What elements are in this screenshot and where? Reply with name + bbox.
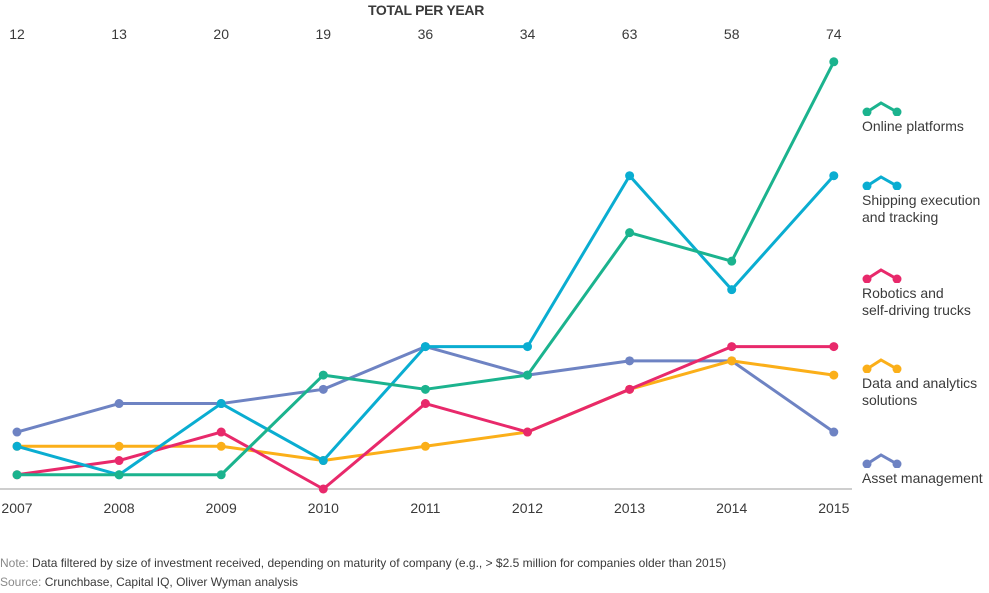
data-point [625, 384, 635, 394]
data-point [114, 456, 124, 466]
total-value: 63 [622, 26, 638, 42]
legend-label: Data and analytics solutions [862, 375, 978, 408]
data-point [114, 470, 124, 480]
legend-swatch [866, 453, 898, 466]
data-point [216, 441, 226, 451]
data-point [727, 356, 737, 366]
legend-line-icon [862, 358, 902, 373]
data-point [420, 399, 430, 409]
legend-swatch [866, 101, 898, 114]
legend-swatch [866, 358, 898, 371]
series-online-platforms [12, 57, 839, 480]
data-point [829, 171, 839, 181]
data-point [216, 399, 226, 409]
legend-item-data-analytics: Data and analytics solutions [862, 355, 989, 409]
data-point [625, 171, 635, 181]
total-value: 13 [111, 26, 127, 42]
total-value: 20 [213, 26, 229, 42]
data-point [829, 342, 839, 352]
total-value: 58 [724, 26, 740, 42]
data-point [318, 484, 328, 494]
x-tick-label: 2011 [410, 500, 440, 516]
legend-label: Shipping execution and tracking [862, 192, 981, 225]
x-axis-ticks: 2007 2008 2009 2010 2011 2012 2013 2014 2015 [1, 500, 849, 516]
data-point [12, 470, 22, 480]
legend-label: Online platforms [862, 118, 964, 134]
data-point [420, 384, 430, 394]
data-point [727, 285, 737, 295]
data-point [420, 342, 430, 352]
data-point [625, 228, 635, 238]
legend-item-online-platforms: Online platforms [862, 98, 989, 135]
legend-item-asset-management: Asset management [862, 450, 989, 487]
legend-label: Robotics and self-driving trucks [862, 285, 971, 318]
data-point [318, 456, 328, 466]
note-prefix: Note: [0, 556, 29, 570]
totals-row: 12 13 20 19 36 34 63 58 74 [9, 26, 842, 42]
totals-title: TOTAL PER YEAR [368, 2, 484, 18]
data-point [625, 356, 635, 366]
series-line [16, 174, 835, 477]
legend-line-icon [862, 101, 902, 116]
data-point [829, 370, 839, 380]
data-point [12, 427, 22, 437]
data-point [318, 384, 328, 394]
series-lines [12, 57, 839, 494]
x-tick-label: 2008 [104, 500, 135, 516]
total-value: 74 [826, 26, 842, 42]
x-tick-label: 2010 [308, 500, 339, 516]
data-point [12, 441, 22, 451]
legend-line-icon [862, 453, 902, 468]
source-text: Crunchbase, Capital IQ, Oliver Wyman ana… [41, 575, 299, 589]
series-data-and-analytics-solutions [12, 356, 839, 466]
legend-line-icon [862, 175, 902, 190]
data-point [523, 427, 532, 437]
data-point [216, 470, 226, 480]
x-tick-label: 2009 [206, 500, 237, 516]
x-tick-label: 2007 [1, 500, 32, 516]
x-tick-label: 2014 [716, 500, 747, 516]
legend-item-robotics: Robotics and self-driving trucks [862, 265, 989, 319]
legend-line-icon [862, 268, 902, 283]
legend-item-shipping-execution: Shipping execution and tracking [862, 172, 989, 226]
footnote: Note: Data filtered by size of investmen… [0, 556, 726, 570]
note-text: Data filtered by size of investment rece… [28, 556, 727, 570]
data-point [114, 441, 124, 451]
source-note: Source: Crunchbase, Capital IQ, Oliver W… [0, 575, 298, 589]
data-point [523, 370, 532, 380]
data-point [727, 342, 737, 352]
data-point [114, 399, 124, 409]
data-point [523, 342, 532, 352]
legend-swatch [866, 175, 898, 188]
data-point [216, 427, 226, 437]
data-point [829, 427, 839, 437]
total-value: 36 [418, 26, 434, 42]
x-tick-label: 2012 [512, 500, 543, 516]
legend-label: Asset management [862, 470, 983, 486]
source-prefix: Source: [0, 575, 42, 589]
series-shipping-execution-and-tracking [12, 171, 839, 480]
total-value: 12 [9, 26, 25, 42]
data-point [420, 441, 430, 451]
x-tick-label: 2015 [818, 500, 849, 516]
legend-swatch [866, 268, 898, 281]
total-value: 19 [316, 26, 332, 42]
total-value: 34 [520, 26, 536, 42]
data-point [318, 370, 328, 380]
data-point [829, 57, 839, 67]
data-point [727, 256, 737, 266]
x-tick-label: 2013 [614, 500, 645, 516]
